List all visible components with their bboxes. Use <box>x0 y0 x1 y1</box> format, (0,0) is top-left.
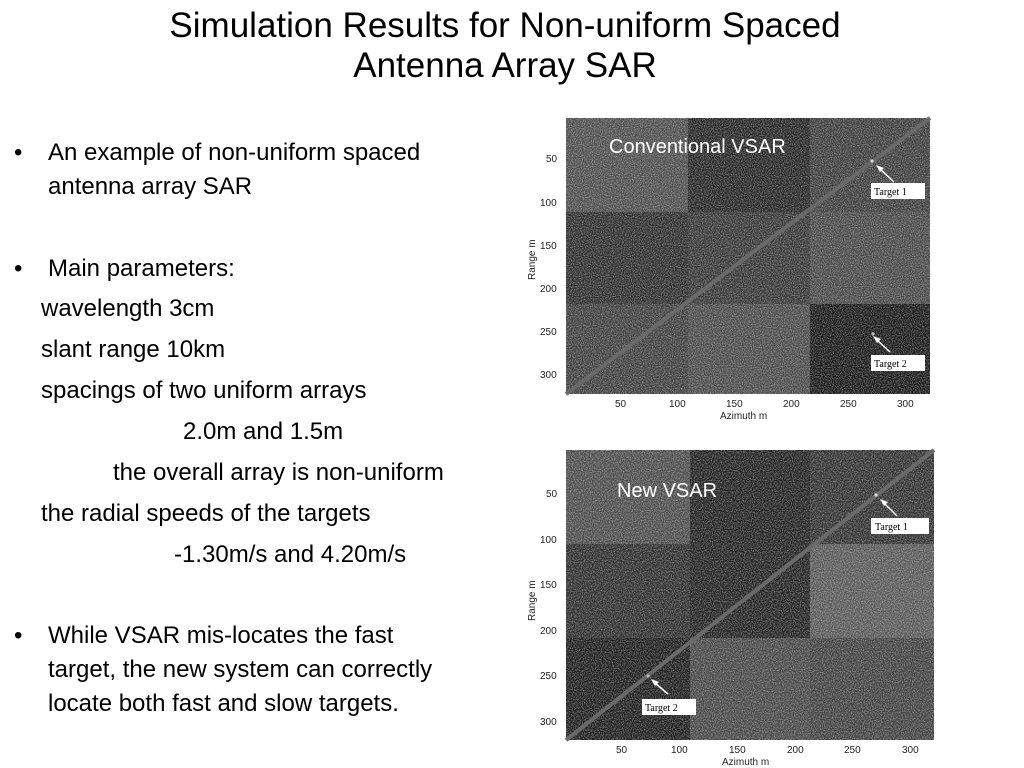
x-axis-title: Azimuth m <box>720 411 767 422</box>
y-tick-label: 50 <box>546 154 558 165</box>
y-tick-label: 250 <box>540 671 557 682</box>
x-axis-title: Azimuth m <box>722 757 769 768</box>
y-tick-label: 300 <box>540 370 557 381</box>
sar-blocks <box>564 448 936 742</box>
param-nonuniform-note: the overall array is non-uniform <box>113 459 444 486</box>
sar-image-conventional: Target 1 Target 2 50 100 150 200 250 300… <box>518 112 938 428</box>
sar-plot-conventional: Target 1 Target 2 50 100 150 200 250 300… <box>527 116 932 422</box>
target-2-callout: Target 2 <box>871 336 925 371</box>
bullet-example-line-1: An example of non-uniform spaced <box>48 139 421 166</box>
conclusion-line-2: target, the new system can correctly <box>48 656 433 683</box>
sar-blocks <box>564 116 932 396</box>
bullet-dot: • <box>14 622 23 649</box>
x-tick-label: 200 <box>783 399 800 410</box>
main-parameters-heading: Main parameters: <box>48 255 235 282</box>
y-axis-title: Range m <box>527 580 538 621</box>
plot-label-new: New VSAR <box>617 480 718 502</box>
x-tick-label: 300 <box>902 745 919 756</box>
y-tick-label: 50 <box>546 489 558 500</box>
target-1-label: Target 1 <box>875 522 908 533</box>
param-radial-speeds: the radial speeds of the targets <box>41 500 371 527</box>
target-1-label: Target 1 <box>874 187 907 198</box>
x-tick-label: 300 <box>897 399 914 410</box>
param-spacing-values: 2.0m and 1.5m <box>183 418 344 445</box>
bullet-dot: • <box>14 255 23 282</box>
x-tick-label: 150 <box>729 745 746 756</box>
target-1-callout: Target 1 <box>871 499 929 534</box>
slide-title-line-2: Antenna Array SAR <box>353 46 657 85</box>
plot-label-conventional: Conventional VSAR <box>609 136 786 158</box>
x-tick-label: 50 <box>616 745 628 756</box>
x-tick-label: 100 <box>669 399 686 410</box>
y-tick-label: 100 <box>540 535 557 546</box>
target-2-label: Target 2 <box>645 703 678 714</box>
bullet-dot: • <box>14 139 23 166</box>
sar-image-new: Target 1 Target 2 50 100 150 200 250 300… <box>518 446 938 768</box>
conclusion-line-1: While VSAR mis-locates the fast <box>48 622 394 649</box>
conclusion-line-3: locate both fast and slow targets. <box>48 690 399 717</box>
target-1-callout: Target 1 <box>871 165 925 199</box>
x-axis-ticks: 50 100 150 200 250 300 <box>616 745 919 756</box>
y-axis-title: Range m <box>527 239 538 280</box>
y-tick-label: 250 <box>540 327 557 338</box>
y-axis-ticks: 50 100 150 200 250 300 <box>540 489 558 728</box>
param-wavelength: wavelength 3cm <box>41 295 215 322</box>
sar-plot-new: Target 1 Target 2 50 100 150 200 250 300… <box>527 448 936 768</box>
x-axis-ticks: 50 100 150 200 250 300 <box>615 399 914 410</box>
target-2-label: Target 2 <box>874 359 907 370</box>
target-2-callout: Target 2 <box>642 679 696 715</box>
y-axis-ticks: 50 100 150 200 250 300 <box>540 154 558 381</box>
x-tick-label: 50 <box>615 399 627 410</box>
param-spacings: spacings of two uniform arrays <box>41 377 367 404</box>
x-tick-label: 250 <box>844 745 861 756</box>
param-speed-values: -1.30m/s and 4.20m/s <box>174 541 407 568</box>
slide-title-line-1: Simulation Results for Non-uniform Space… <box>169 6 841 45</box>
y-tick-label: 300 <box>540 717 557 728</box>
y-tick-label: 200 <box>540 284 557 295</box>
x-tick-label: 200 <box>787 745 804 756</box>
x-tick-label: 150 <box>726 399 743 410</box>
y-tick-label: 200 <box>540 626 557 637</box>
y-tick-label: 150 <box>540 580 557 591</box>
param-slant-range: slant range 10km <box>41 336 226 363</box>
x-tick-label: 100 <box>671 745 688 756</box>
y-tick-label: 100 <box>540 198 557 209</box>
slide-title: Simulation Results for Non-uniform Space… <box>0 6 1010 86</box>
y-tick-label: 150 <box>540 241 557 252</box>
x-tick-label: 250 <box>840 399 857 410</box>
bullet-example-line-2: antenna array SAR <box>48 173 253 200</box>
